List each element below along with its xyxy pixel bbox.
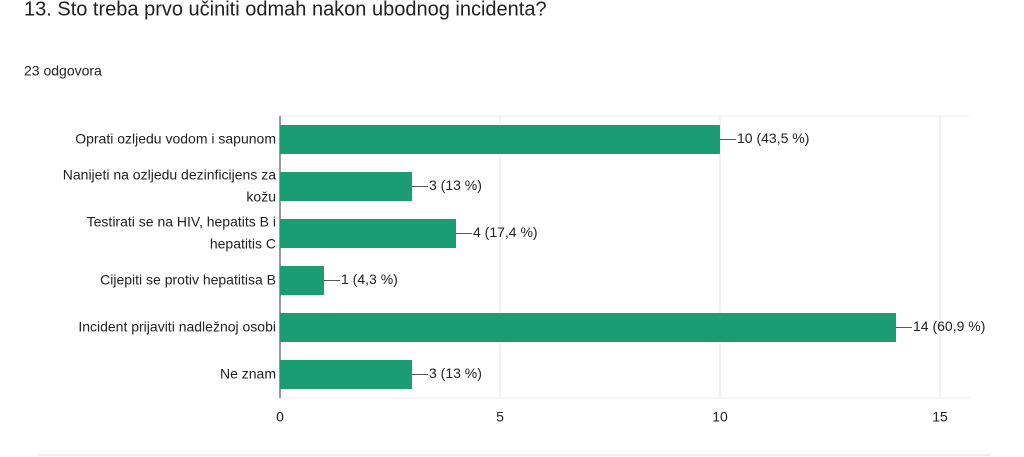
value-label: 1 (4,3 %): [341, 271, 398, 287]
x-tick-label: 0: [276, 409, 284, 425]
value-label: 3 (13 %): [429, 177, 482, 193]
y-tick-label: Testirati se na HIV, hepatits B i hepatit…: [87, 213, 276, 251]
value-label: 4 (17,4 %): [473, 224, 538, 240]
y-tick-label: Nanijeti na ozljedu dezinficijens za kožu: [63, 166, 276, 204]
y-tick-label: Ne znam: [220, 365, 276, 381]
value-label: 3 (13 %): [429, 365, 482, 381]
chart-title: 13. Sto treba prvo učiniti odmah nakon u…: [24, 0, 547, 20]
value-label: 14 (60,9 %): [913, 318, 985, 334]
y-tick-label: Cijepiti se protiv hepatitisa B: [100, 271, 276, 287]
bar: [280, 313, 896, 342]
x-tick-label: 10: [712, 409, 728, 425]
x-tick-label: 5: [496, 409, 504, 425]
y-tick-label: Oprati ozljedu vodom i sapunom: [75, 130, 276, 146]
chart-subtitle: 23 odgovora: [24, 63, 102, 79]
bar: [280, 360, 412, 389]
x-tick-label: 15: [932, 409, 948, 425]
value-label: 10 (43,5 %): [737, 130, 809, 146]
bar: [280, 172, 412, 201]
bar: [280, 125, 720, 154]
bar: [280, 219, 456, 248]
bar: [280, 266, 324, 295]
y-tick-label: Incident prijaviti nadležnoj osobi: [78, 318, 276, 334]
